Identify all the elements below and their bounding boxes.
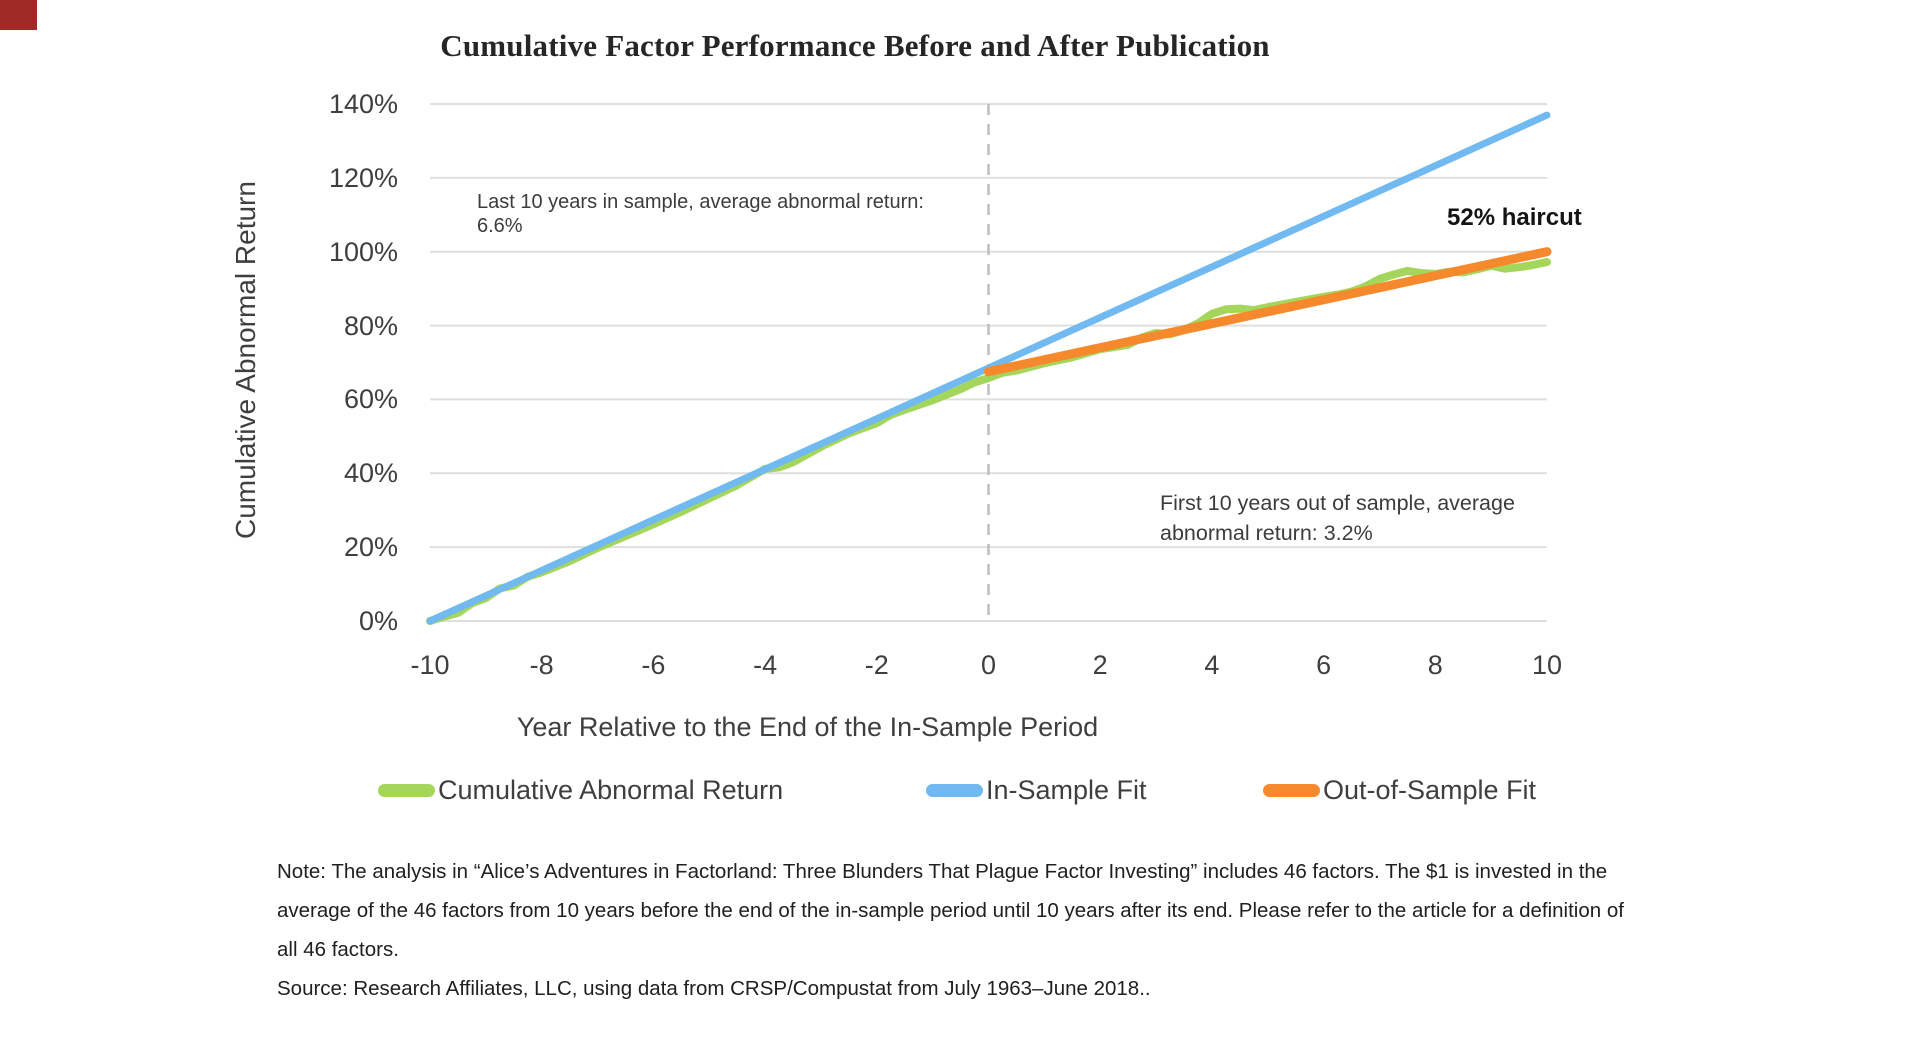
legend-swatch-blue-icon [926, 783, 983, 797]
note-line-1: Note: The analysis in “Alice’s Adventure… [277, 860, 1608, 883]
legend-item-in-sample-fit: In-Sample Fit [926, 774, 1147, 806]
y-tick-label: 0% [358, 606, 398, 636]
y-tick-label: 140% [328, 89, 398, 119]
x-tick-label: 2 [1092, 650, 1108, 680]
x-tick-label: -4 [753, 650, 778, 680]
legend-label-cumulative-abnormal-return: Cumulative Abnormal Return [438, 774, 784, 805]
chart-legend: Cumulative Abnormal Return In-Sample Fit… [0, 774, 1920, 808]
legend-item-cumulative-abnormal-return: Cumulative Abnormal Return [378, 774, 783, 806]
annotation-out-of-sample: First 10 years out of sample, average ab… [1160, 491, 1515, 545]
source-line: Source: Research Affiliates, LLC, using … [277, 977, 1151, 1000]
note-line-3: all 46 factors. [277, 938, 399, 961]
x-axis-title: Year Relative to the End of the In-Sampl… [516, 712, 1099, 742]
x-tick-label: -10 [410, 650, 450, 680]
y-tick-label: 100% [328, 236, 398, 267]
annotation-in-sample-line1: Last 10 years in sample, average abnorma… [477, 191, 924, 213]
annotation-in-sample-value: 6.6% [477, 215, 523, 237]
legend-item-out-of-sample-fit: Out-of-Sample Fit [1263, 774, 1536, 806]
chart-title: Cumulative Factor Performance Before and… [440, 28, 1270, 63]
x-tick-label: -8 [529, 650, 554, 680]
note-line-2: average of the 46 factors from 10 years … [277, 899, 1624, 922]
chart-plot-area [426, 103, 1552, 625]
corner-red-mark [0, 0, 37, 30]
x-tick-label: -6 [641, 650, 666, 680]
x-tick-label: 6 [1316, 650, 1332, 680]
y-tick-label: 60% [343, 384, 398, 415]
legend-label-in-sample-fit: In-Sample Fit [986, 774, 1147, 805]
y-axis-title: Cumulative Abnormal Return [230, 181, 261, 539]
legend-swatch-green-icon [378, 783, 435, 797]
legend-swatch-orange-icon [1263, 783, 1320, 797]
y-tick-label: 120% [328, 162, 398, 193]
y-tick-label: 40% [343, 458, 398, 489]
series-out-of-sample-fit [984, 247, 1552, 377]
x-tick-label: -2 [864, 650, 889, 680]
annotation-in-sample: Last 10 years in sample, average abnorma… [477, 190, 1037, 238]
x-tick-label: 8 [1427, 650, 1443, 680]
x-tick-label: 4 [1204, 650, 1220, 680]
x-tick-label: 10 [1531, 650, 1563, 680]
annotation-haircut: 52% haircut [1447, 204, 1582, 231]
legend-label-out-of-sample-fit: Out-of-Sample Fit [1323, 774, 1537, 805]
x-tick-label: 0 [980, 650, 997, 680]
y-tick-label: 20% [343, 532, 398, 563]
y-tick-label: 80% [343, 310, 398, 341]
footnote-block: Note: The analysis in “Alice’s Adventure… [277, 852, 1777, 1008]
